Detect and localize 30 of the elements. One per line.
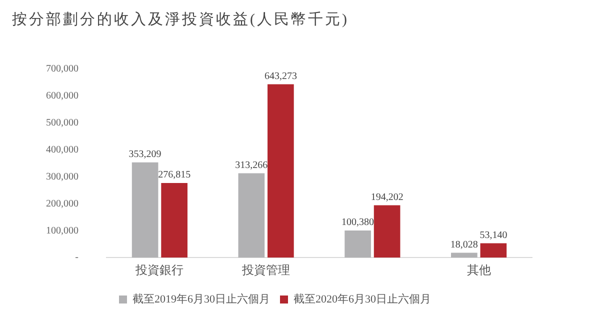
y-tick-label: 100,000 [46,225,78,236]
data-label: 194,202 [370,192,404,203]
y-tick-label: 500,000 [46,118,78,129]
data-label: 18,028 [450,239,478,250]
data-label: 53,140 [480,230,508,241]
bar [132,162,158,258]
y-tick-label: - [75,252,78,264]
bar [451,252,478,258]
bar [374,205,400,258]
x-tick-label: 投資銀行 [134,262,184,277]
bar [238,173,265,258]
y-tick-label: 700,000 [46,64,78,75]
chart-title: 按分部劃分的收入及淨投資收益(人民幣千元) [11,10,350,30]
data-label: 643,273 [264,70,297,82]
data-label: 313,266 [235,160,268,171]
legend-label: 截至2020年6月30日止六個月 [294,292,431,306]
data-label: 276,815 [158,170,191,181]
y-tick-label: 400,000 [46,144,78,156]
bar [344,230,371,258]
x-tick-label: 投資管理 [241,262,290,277]
data-label: 100,380 [342,217,374,228]
x-tick-label: 其他 [466,262,491,277]
y-tick-label: 200,000 [46,198,78,210]
legend-label: 截至2019年6月30日止六個月 [132,292,270,306]
y-tick-label: 300,000 [46,171,78,182]
y-tick-label: 600,000 [46,90,78,102]
bar [268,84,294,258]
bar [480,243,507,258]
bar [161,183,188,258]
data-label: 353,209 [128,149,162,160]
